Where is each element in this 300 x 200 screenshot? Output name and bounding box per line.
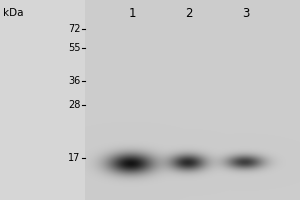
Bar: [85, 0, 300, 200]
Text: 28: 28: [68, 100, 80, 110]
Text: 2: 2: [185, 7, 193, 20]
Text: kDa: kDa: [3, 8, 23, 18]
Text: 36: 36: [68, 76, 80, 86]
Text: 3: 3: [242, 7, 250, 20]
Text: 55: 55: [68, 43, 80, 53]
Text: 72: 72: [68, 24, 80, 34]
Text: 1: 1: [128, 7, 136, 20]
Bar: [0, 0, 85, 200]
Text: 17: 17: [68, 153, 80, 163]
